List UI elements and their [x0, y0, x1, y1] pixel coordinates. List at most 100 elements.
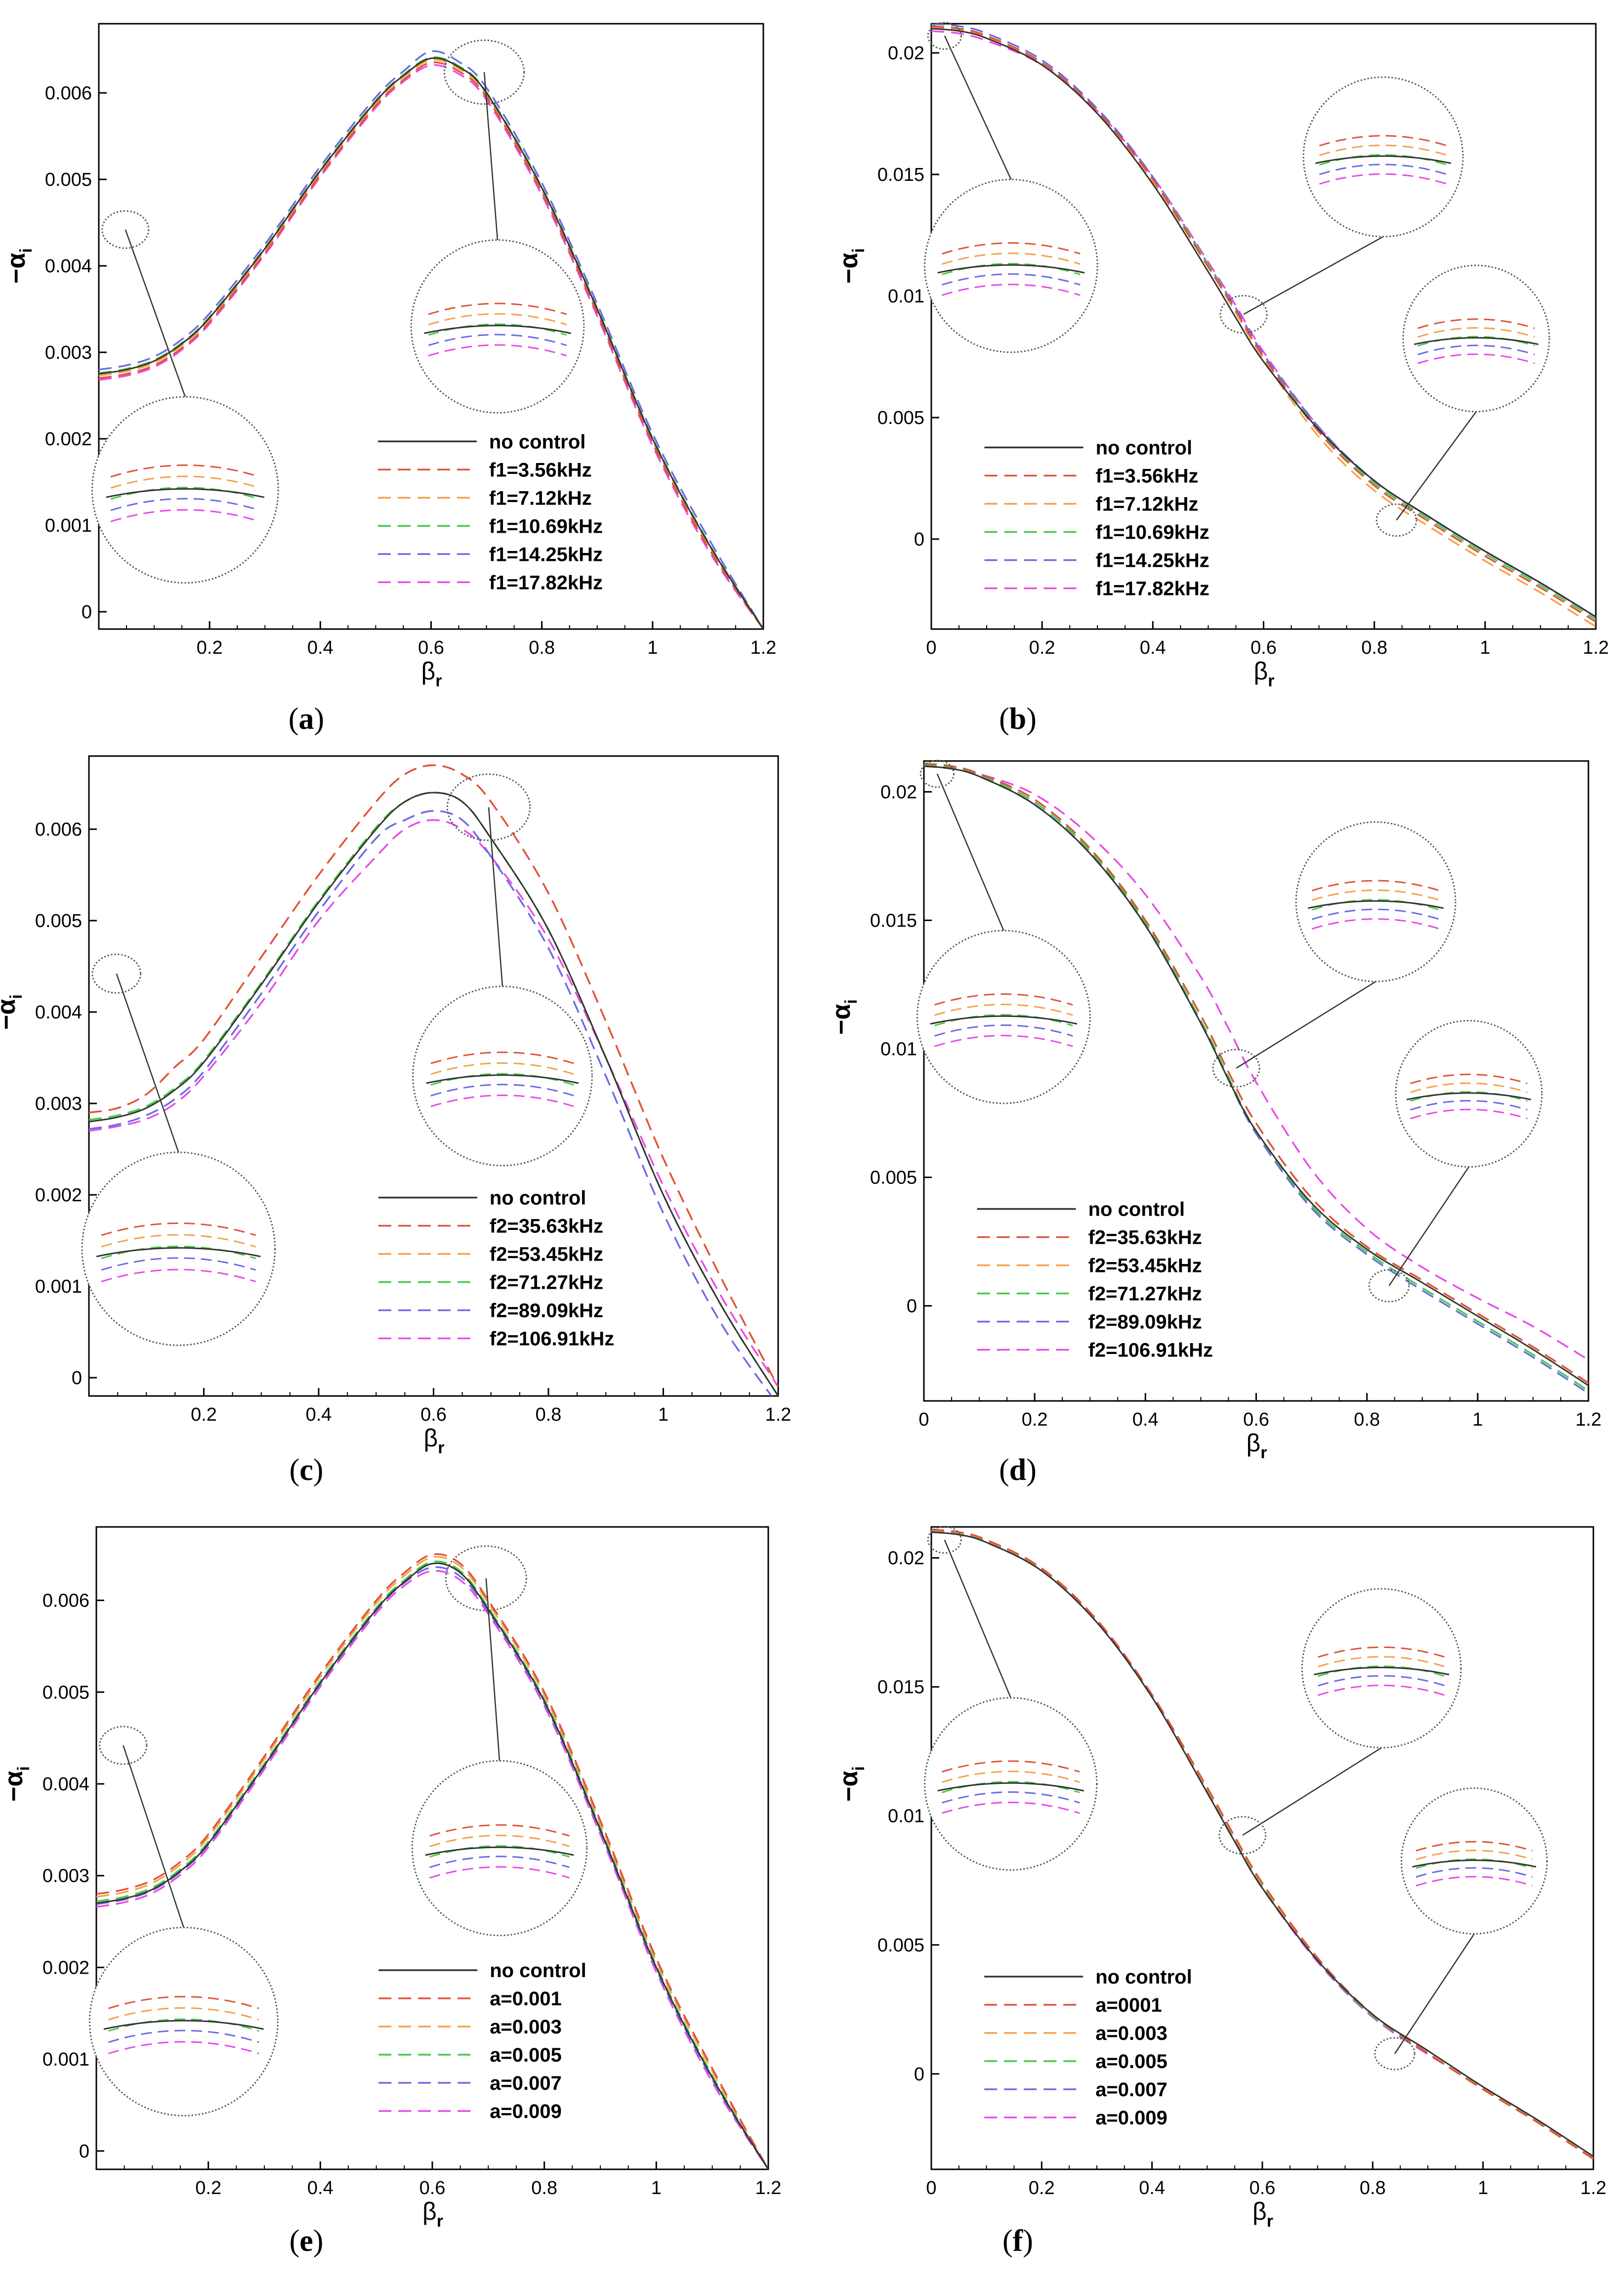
- y-tick-label: 0.002: [35, 1185, 82, 1206]
- y-tick-label: 0.004: [42, 1774, 89, 1795]
- zoom-connector: [483, 72, 499, 240]
- legend-label: f2=89.09kHz: [1088, 1311, 1202, 1333]
- panel-caption-letter: f: [1012, 2224, 1023, 2258]
- zoom-inset-line: [934, 1014, 1073, 1026]
- legend: no control f2=35.63kHz f2=53.45kHz f2=71.27…: [977, 1199, 1213, 1361]
- legend-label: a=0.009: [1095, 2107, 1167, 2129]
- zoom-inset-line: [1416, 1858, 1533, 1869]
- y-tick-label: 0.002: [45, 429, 92, 450]
- panel-caption: (c): [289, 1453, 324, 1487]
- x-tick-label: 1.2: [1581, 2178, 1607, 2198]
- series-line-1: [931, 25, 1596, 623]
- x-tick-label: 1: [658, 1404, 668, 1425]
- chart-panel-c: 0.2 0.4 0.6 0.8 1 1.2 0 0.001 0.002 0.003 0.004 0.0…: [0, 755, 810, 1502]
- zoom-inset-circle: [411, 1760, 588, 1937]
- y-tick-label: 0.01: [888, 286, 924, 307]
- y-tick-label: 0.005: [45, 169, 92, 190]
- series-line-1: [96, 1553, 768, 2169]
- series-line-3: [924, 764, 1588, 1392]
- zoom-inset-line: [101, 1222, 256, 1236]
- y-tick-label: 0.005: [877, 1935, 924, 1956]
- panel-caption: (a): [288, 702, 325, 736]
- legend-label: f1=10.69kHz: [1096, 522, 1209, 544]
- zoom-inset-line: [101, 1268, 256, 1282]
- zoom-inset-line: [110, 509, 260, 522]
- x-tick-label: 1.2: [750, 637, 777, 658]
- zoom-inset-line: [1417, 327, 1535, 338]
- zoom-inset-line: [934, 1035, 1073, 1047]
- panel-caption: (b): [999, 702, 1037, 736]
- y-tick-label: 0.001: [42, 2049, 89, 2070]
- y-tick-label: 0.02: [888, 43, 924, 64]
- y-tick-label: 0: [914, 529, 924, 550]
- x-tick-label: 0.2: [1029, 637, 1055, 658]
- zoom-inset-line: [108, 2018, 259, 2032]
- series-line-0: [931, 28, 1596, 618]
- x-tick-label: 0.8: [536, 1404, 562, 1425]
- zoom-inset-line: [430, 1051, 575, 1064]
- zoom-connector: [1394, 1933, 1475, 2054]
- y-axis-label: −αi: [827, 999, 861, 1035]
- zoom-inset-baseline: [103, 2020, 264, 2030]
- y-tick-label: 0.005: [877, 408, 924, 428]
- chart-panel-b: 0 0.2 0.4 0.6 0.8 1 1.2 0 0.005 0.01 0.015 0.02 βr −α…: [810, 0, 1624, 746]
- x-tick-label: 0.4: [1139, 2178, 1165, 2198]
- panel-caption-letter: e: [299, 2224, 313, 2258]
- y-tick-label: 0.002: [42, 1957, 89, 1978]
- panel-caption: (f): [1002, 2224, 1033, 2258]
- panel-caption-letter: c: [299, 1453, 313, 1487]
- zoom-connector: [936, 773, 1004, 931]
- series-line-5: [89, 819, 778, 1388]
- zoom-inset-line: [428, 302, 567, 315]
- zoom-source-circle: [99, 1726, 148, 1765]
- zoom-inset-line: [934, 993, 1073, 1006]
- zoom-source-circle: [1212, 1049, 1260, 1088]
- legend-label: f1=17.82kHz: [1096, 578, 1209, 600]
- legend-label: f2=53.45kHz: [1088, 1255, 1202, 1277]
- zoom-inset-line: [934, 1004, 1073, 1016]
- x-axis-label: βr: [1252, 2197, 1273, 2231]
- x-tick-label: 0.2: [195, 2178, 221, 2198]
- zoom-inset-line: [941, 1781, 1080, 1793]
- x-tick-label: 0.8: [1354, 1409, 1380, 1430]
- legend-label: no control: [1096, 437, 1193, 459]
- panel-caption-letter: a: [298, 702, 314, 736]
- zoom-inset-line: [1410, 1091, 1528, 1102]
- x-tick-label: 0.8: [531, 2178, 557, 2198]
- zoom-inset-circle: [1302, 76, 1464, 238]
- zoom-inset-baseline: [106, 488, 265, 498]
- zoom-inset-line: [1312, 918, 1440, 930]
- y-tick-label: 0.02: [880, 782, 917, 803]
- panel-caption-letter: b: [1009, 702, 1027, 736]
- chart-svg-b: 0 0.2 0.4 0.6 0.8 1 1.2 0 0.005 0.01 0.015 0.02 βr −α…: [834, 22, 1609, 690]
- series-line-2: [96, 1556, 768, 2169]
- zoom-inset-line: [1312, 889, 1440, 901]
- zoom-inset-line: [108, 2007, 259, 2021]
- legend-label: a=0.005: [1095, 2051, 1167, 2072]
- zoom-inset-baseline: [425, 1846, 574, 1856]
- y-tick-label: 0.02: [888, 1548, 924, 1569]
- chart-panel-d: 0 0.2 0.4 0.6 0.8 1 1.2 0 0.005 0.01 0.015 0.02 βr −α…: [810, 756, 1624, 1502]
- legend-label: a=0.007: [1095, 2079, 1167, 2101]
- zoom-source-circle: [1374, 2037, 1416, 2071]
- zoom-inset-line: [108, 1996, 259, 2009]
- legend-label: a=0.001: [490, 1988, 562, 2010]
- zoom-source-circle: [927, 22, 962, 50]
- x-axis-label: βr: [1247, 1429, 1267, 1462]
- y-axis-label: −αi: [0, 994, 26, 1030]
- y-tick-label: 0.015: [870, 910, 917, 931]
- series-line-1: [89, 764, 778, 1388]
- zoom-inset-baseline: [1308, 900, 1444, 909]
- zoom-inset-circle: [410, 239, 585, 414]
- zoom-inset-line: [430, 1062, 575, 1075]
- legend-label: no control: [490, 1960, 586, 1982]
- y-tick-label: 0: [914, 2064, 924, 2085]
- legend-label: f2=71.27kHz: [490, 1272, 603, 1294]
- zoom-inset-line: [1312, 908, 1440, 920]
- legend-label: f2=35.63kHz: [490, 1216, 603, 1237]
- y-tick-label: 0.015: [877, 165, 924, 185]
- zoom-inset-line: [429, 1845, 570, 1858]
- legend-label: a=0.003: [1095, 2023, 1167, 2044]
- zoom-inset-baseline: [1414, 337, 1539, 345]
- zoom-inset-line: [429, 1866, 570, 1879]
